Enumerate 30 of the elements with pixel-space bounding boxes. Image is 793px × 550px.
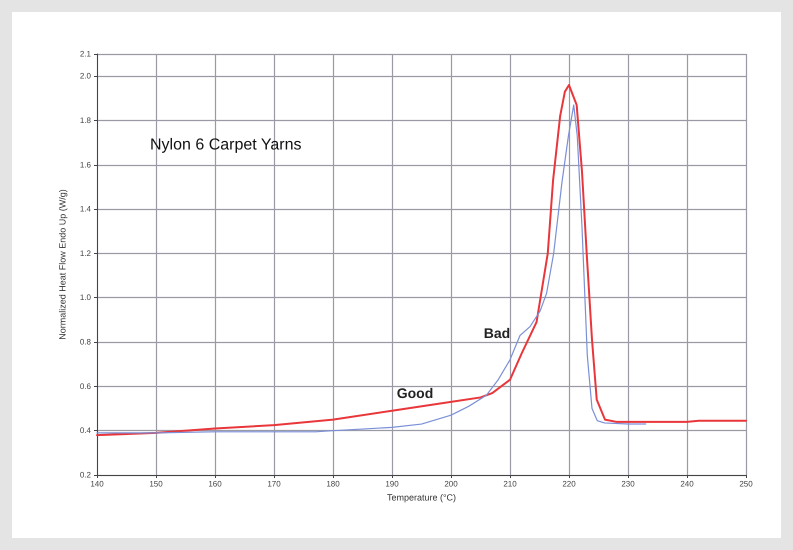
x-tick-label: 250	[739, 480, 754, 488]
x-tick-label: 150	[149, 480, 164, 488]
y-tick-label: 1.6	[80, 160, 92, 170]
x-tick-label: 160	[208, 480, 222, 488]
y-tick-label: 1.0	[80, 293, 92, 302]
x-tick-label: 240	[680, 480, 694, 488]
x-tick-label: 220	[562, 480, 576, 488]
annotation: Bad	[484, 325, 510, 341]
y-tick-label: 1.4	[80, 204, 92, 214]
x-tick-label: 230	[621, 480, 636, 488]
y-tick-label: 0.4	[80, 426, 92, 436]
y-tick-label: 1.8	[80, 116, 92, 125]
x-tick-label: 210	[503, 480, 518, 488]
x-tick-label: 200	[444, 480, 458, 488]
y-axis-title: Normalized Heat Flow Endo Up (W/g)	[58, 189, 68, 340]
y-tick-label: 1.2	[80, 248, 92, 258]
x-tick-label: 180	[326, 480, 340, 488]
line-series	[96, 104, 646, 434]
x-axis-title: Temperature (°C)	[386, 492, 456, 502]
y-tick-label: 2.0	[80, 72, 92, 81]
line-series	[96, 84, 747, 436]
annotation: Good	[396, 385, 434, 401]
y-tick-label: 0.6	[80, 382, 92, 391]
text: Nylon 6 Carpet Yarns	[150, 136, 302, 154]
y-tick-label: 2.1	[80, 50, 92, 58]
x-tick-label: 190	[385, 480, 400, 488]
x-tick-label: 170	[267, 480, 282, 488]
y-tick-label: 0.8	[80, 338, 92, 347]
x-tick-label: 140	[90, 480, 104, 488]
y-tick-label: 0.2	[80, 470, 92, 480]
